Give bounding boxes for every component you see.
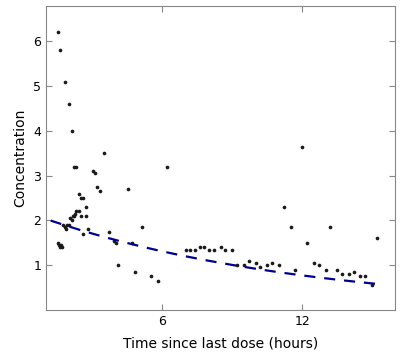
Point <box>78 213 84 219</box>
Point <box>66 222 73 228</box>
Y-axis label: Concentration: Concentration <box>14 109 28 207</box>
Point <box>234 262 240 268</box>
Point <box>71 164 77 170</box>
Point <box>206 246 212 252</box>
Point <box>55 29 61 35</box>
Point <box>229 246 235 252</box>
Point <box>257 265 263 270</box>
Point <box>71 213 77 219</box>
Point <box>94 184 101 190</box>
Point <box>322 267 329 273</box>
Point <box>357 273 364 279</box>
Point <box>63 227 69 232</box>
Point <box>276 262 282 268</box>
Point <box>64 222 70 228</box>
Point <box>299 144 306 150</box>
Point <box>59 244 65 250</box>
Point <box>69 128 75 134</box>
Point <box>96 188 103 194</box>
Point <box>288 224 294 230</box>
Point <box>217 244 224 250</box>
Point <box>101 150 107 156</box>
Point <box>115 262 122 268</box>
Point <box>82 204 89 210</box>
Point <box>346 271 352 277</box>
Point <box>124 186 131 192</box>
Point <box>148 273 154 279</box>
Point <box>241 262 247 268</box>
Point <box>339 271 345 277</box>
Point <box>264 262 271 268</box>
Point <box>85 227 91 232</box>
Point <box>211 246 217 252</box>
Point <box>269 260 275 266</box>
Point <box>253 260 259 266</box>
Point <box>89 168 96 174</box>
Point <box>201 244 208 250</box>
Point <box>155 278 161 284</box>
Point <box>61 224 68 230</box>
Point <box>131 269 138 275</box>
Point <box>58 242 64 248</box>
Point <box>362 273 369 279</box>
Point <box>196 244 203 250</box>
Point <box>56 242 62 248</box>
Point <box>73 164 79 170</box>
Point <box>350 269 357 275</box>
Point <box>57 48 63 53</box>
Point <box>75 191 82 196</box>
Point <box>182 246 189 252</box>
Point <box>57 244 63 250</box>
Point <box>73 209 79 215</box>
Point <box>315 262 322 268</box>
Point <box>106 229 112 234</box>
Point <box>82 213 89 219</box>
Point <box>192 246 198 252</box>
Point <box>69 217 75 223</box>
Point <box>334 267 340 273</box>
Point <box>67 215 74 221</box>
Point <box>75 209 82 215</box>
Point <box>304 240 310 246</box>
Point <box>70 213 76 219</box>
Point <box>113 240 119 246</box>
Point <box>92 171 98 176</box>
X-axis label: Time since last dose (hours): Time since last dose (hours) <box>123 336 318 350</box>
Point <box>61 79 68 85</box>
Point <box>110 238 117 244</box>
Point <box>80 195 87 201</box>
Point <box>66 101 73 107</box>
Point <box>280 204 287 210</box>
Point <box>72 211 78 217</box>
Point <box>80 231 87 237</box>
Point <box>55 240 61 246</box>
Point <box>138 224 145 230</box>
Point <box>78 195 84 201</box>
Point <box>369 282 375 288</box>
Point <box>245 258 252 264</box>
Point <box>187 246 194 252</box>
Point <box>327 224 333 230</box>
Point <box>60 222 67 228</box>
Point <box>129 240 136 246</box>
Point <box>292 267 298 273</box>
Point <box>222 246 229 252</box>
Point <box>311 260 317 266</box>
Point <box>164 164 170 170</box>
Point <box>374 236 380 241</box>
